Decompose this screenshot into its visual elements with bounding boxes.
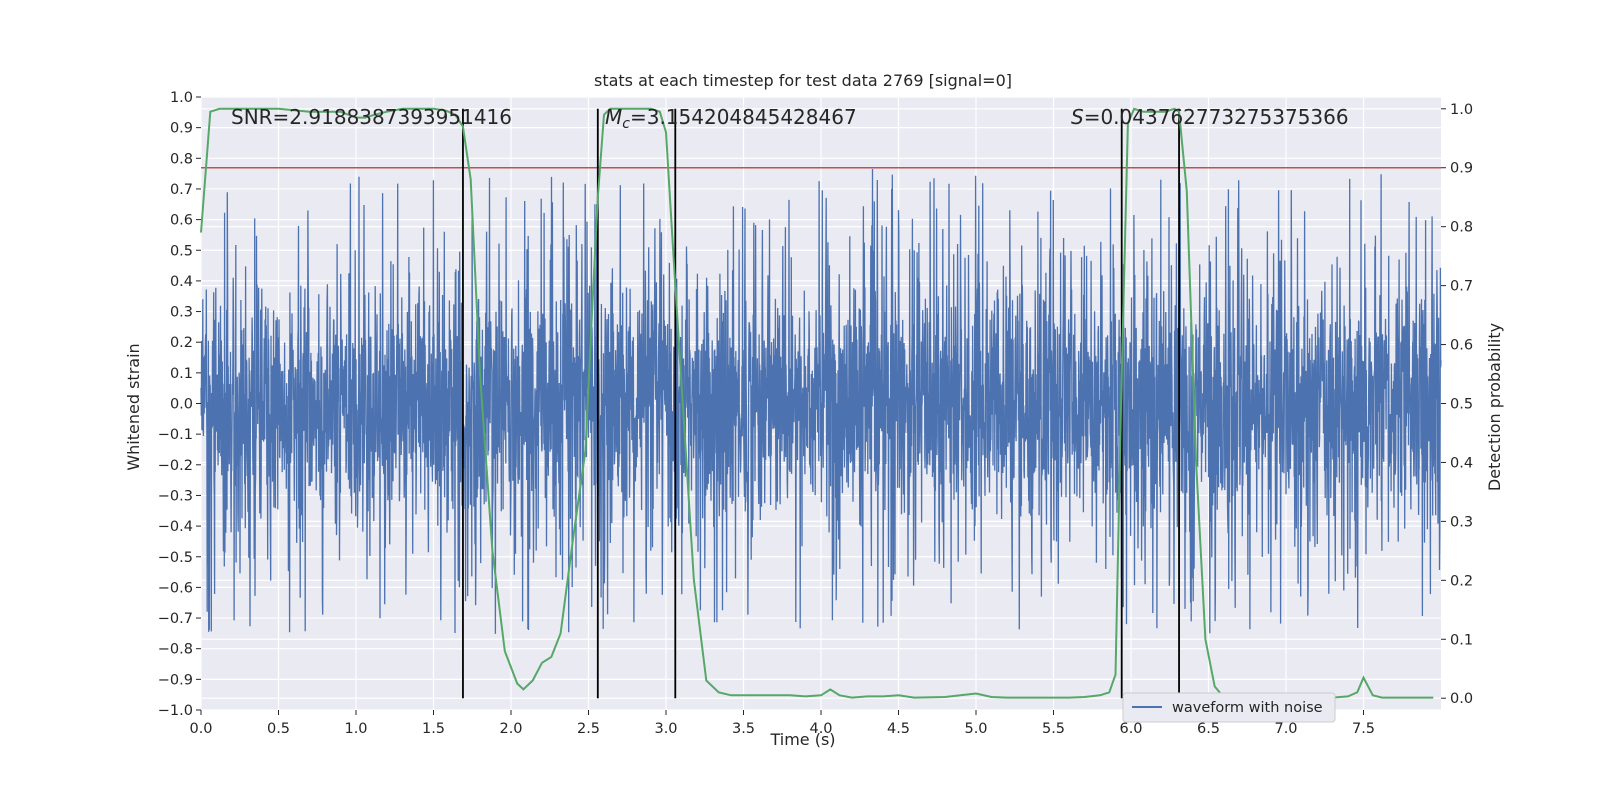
y-tick-label-left: 0.4 — [170, 274, 193, 290]
chirp-mass-annotation: Mc=3.154204845428467 — [605, 105, 857, 132]
axis-ticks: 0.0 0.5 1.0 1.5 2.0 2.5 3.0 3.5 4.0 4.5 5.0 5.5 6.0 6… — [158, 90, 1473, 737]
x-tick-label: 0.5 — [267, 721, 290, 737]
waveform-series — [200, 168, 1442, 634]
y-tick-label-left: 0.6 — [170, 213, 193, 229]
x-axis-label: Time (s) — [769, 730, 835, 749]
y-tick-label-left: 0.7 — [170, 182, 193, 198]
y-tick-label-left: 0.3 — [170, 305, 193, 321]
y-tick-label-left: −0.5 — [158, 550, 193, 566]
y-tick-label-right: 0.6 — [1450, 338, 1473, 354]
x-tick-label: 6.0 — [1119, 721, 1142, 737]
x-tick-label: 3.5 — [732, 721, 755, 737]
y-tick-label-left: −0.1 — [158, 427, 193, 443]
y-tick-label-left: −1.0 — [158, 703, 193, 719]
y-tick-label-right: 0.4 — [1450, 455, 1473, 471]
y-tick-label-left: −0.8 — [158, 642, 193, 658]
y-tick-label-right: 0.1 — [1450, 632, 1473, 648]
y-tick-label-right: 0.9 — [1450, 161, 1473, 177]
y-tick-label-left: 0.9 — [170, 121, 193, 137]
x-tick-label: 2.5 — [577, 721, 600, 737]
waveform-line — [200, 168, 1442, 634]
x-tick-label: 3.0 — [654, 721, 677, 737]
y-tick-label-left: −0.7 — [158, 611, 193, 627]
y-axis-label-right: Detection probability — [1485, 323, 1504, 491]
y-tick-label-left: −0.6 — [158, 580, 193, 596]
x-tick-label: 2.0 — [499, 721, 522, 737]
y-tick-label-left: 0.8 — [170, 151, 193, 167]
s-value: =0.043762773275375366 — [1084, 105, 1349, 129]
y-tick-label-right: 0.2 — [1450, 573, 1473, 589]
snr-annotation: SNR=2.9188387393951416 — [231, 105, 512, 129]
mc-symbol: M — [605, 105, 622, 129]
legend: waveform with noise — [1122, 692, 1336, 723]
spin-annotation: S=0.043762773275375366 — [1071, 105, 1349, 129]
x-tick-label: 1.0 — [344, 721, 367, 737]
y-tick-label-left: 0.2 — [170, 335, 193, 351]
y-tick-label-left: −0.4 — [158, 519, 193, 535]
y-tick-label-right: 1.0 — [1450, 102, 1473, 118]
y-tick-label-left: −0.2 — [158, 458, 193, 474]
y-tick-label-right: 0.7 — [1450, 279, 1473, 295]
y-tick-label-left: −0.3 — [158, 488, 193, 504]
x-tick-label: 7.0 — [1274, 721, 1297, 737]
x-tick-label: 1.5 — [422, 721, 445, 737]
legend-label-waveform: waveform with noise — [1172, 700, 1323, 716]
y-axis-label-left: Whitened strain — [124, 343, 143, 470]
x-tick-label: 0.0 — [189, 721, 212, 737]
y-tick-label-left: 0.0 — [170, 397, 193, 413]
x-tick-label: 5.0 — [964, 721, 987, 737]
x-tick-label: 4.0 — [809, 721, 832, 737]
x-tick-label: 5.5 — [1042, 721, 1065, 737]
y-tick-label-left: 0.1 — [170, 366, 193, 382]
y-tick-label-left: 0.5 — [170, 243, 193, 259]
y-tick-label-right: 0.5 — [1450, 397, 1473, 413]
x-tick-label: 6.5 — [1197, 721, 1220, 737]
chart-title: stats at each timestep for test data 276… — [594, 71, 1012, 90]
y-tick-label-left: −0.9 — [158, 672, 193, 688]
legend-box — [1122, 692, 1336, 723]
y-tick-label-left: 1.0 — [170, 90, 193, 106]
mc-value: =3.154204845428467 — [630, 105, 857, 129]
x-tick-label: 7.5 — [1352, 721, 1375, 737]
s-symbol: S — [1071, 105, 1084, 129]
mc-subscript: c — [622, 116, 630, 132]
y-tick-label-right: 0.3 — [1450, 514, 1473, 530]
y-tick-label-right: 0.0 — [1450, 691, 1473, 707]
x-tick-label: 4.5 — [887, 721, 910, 737]
y-tick-label-right: 0.8 — [1450, 220, 1473, 236]
